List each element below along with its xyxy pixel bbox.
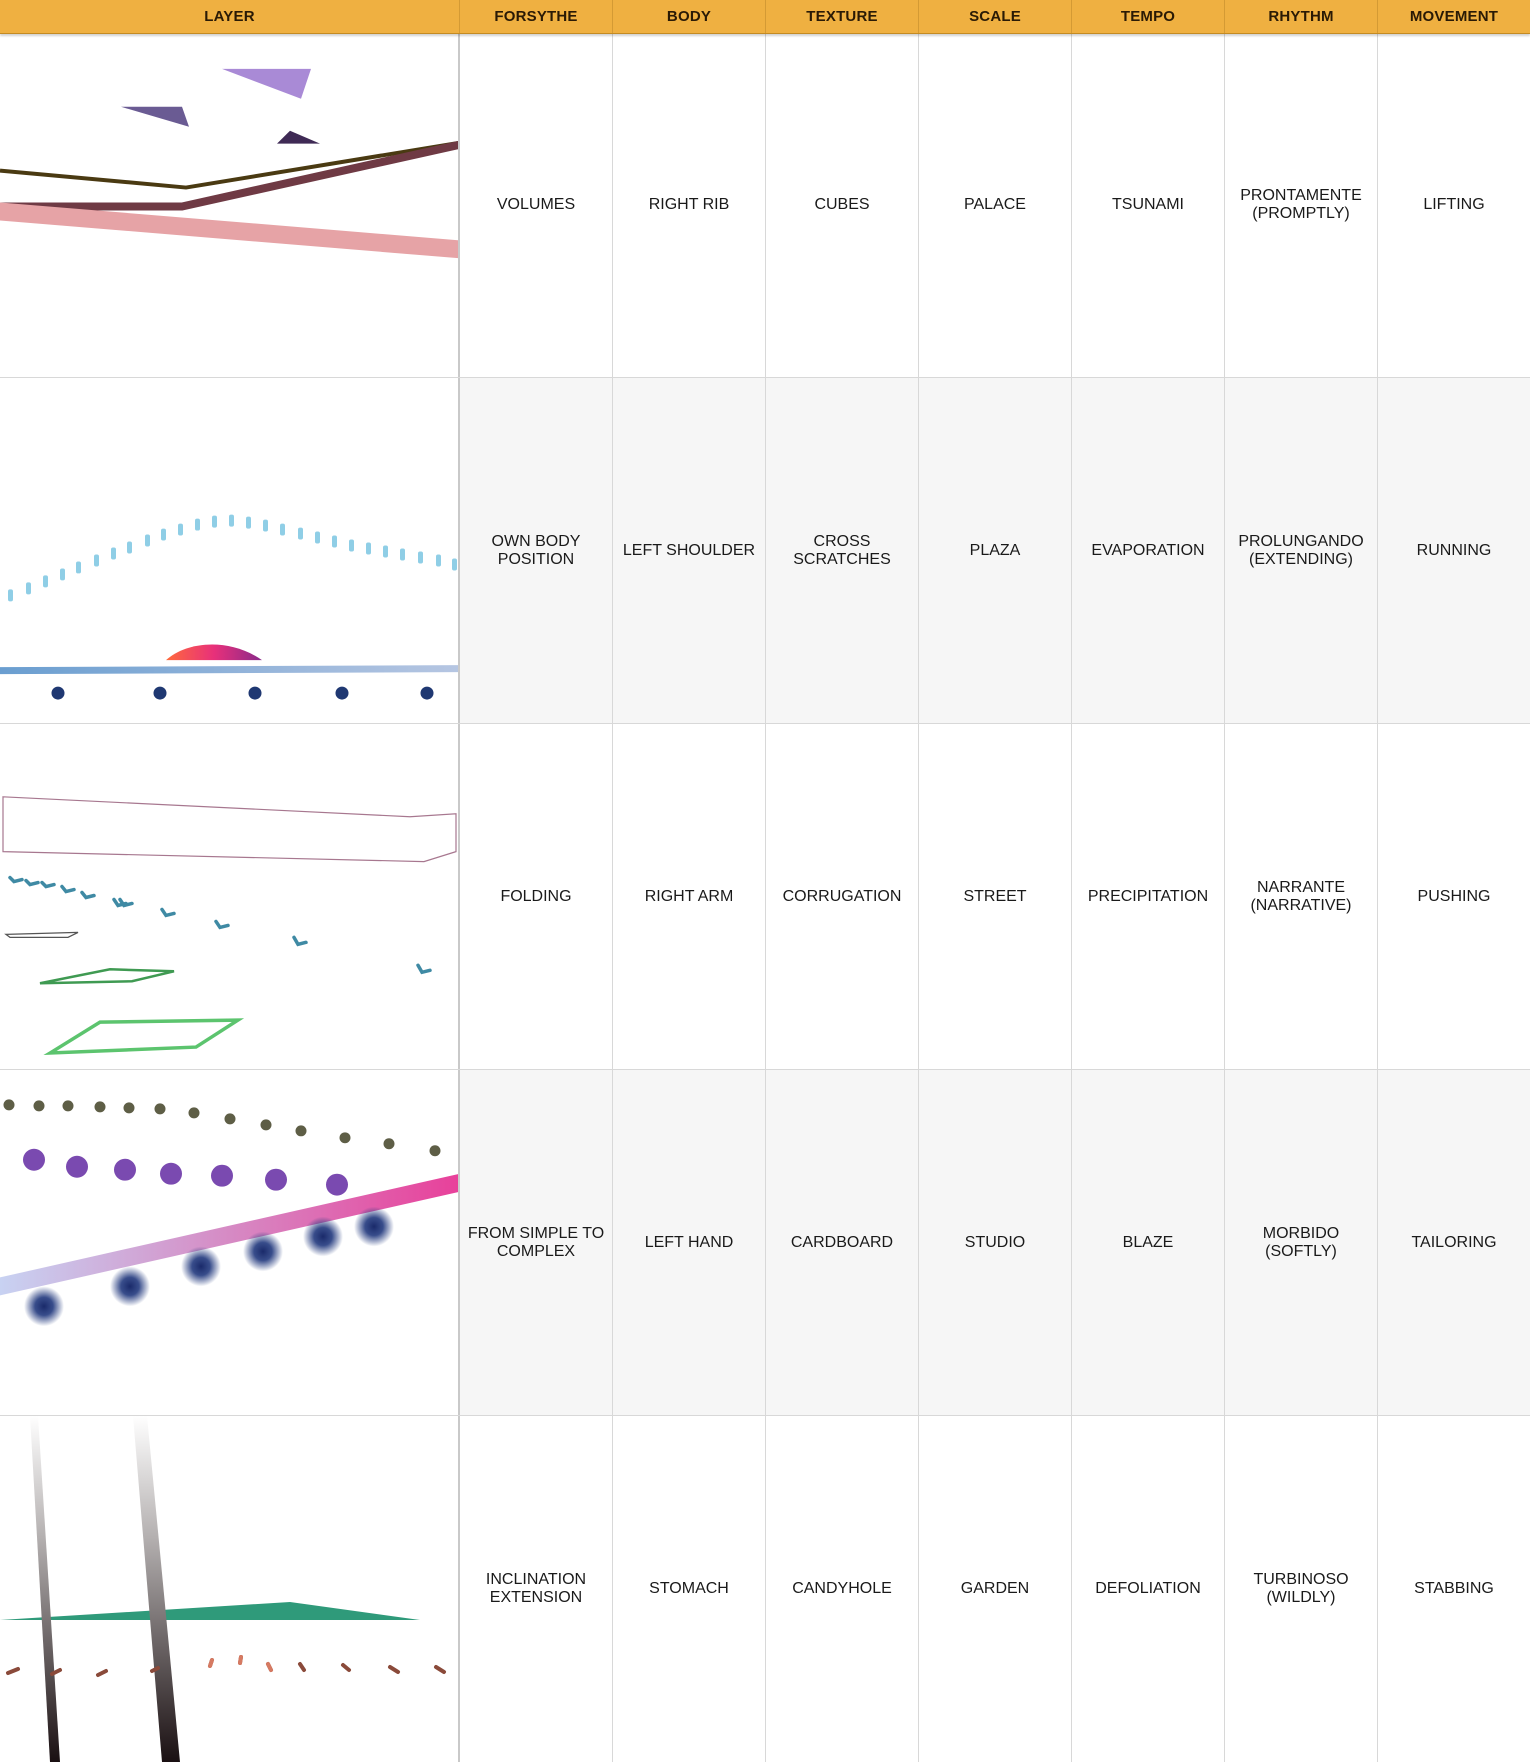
layer-4-artwork (0, 1099, 458, 1327)
cell-movement[interactable]: PUSHING (1378, 724, 1530, 1069)
cell-body[interactable]: LEFT HAND (613, 1070, 766, 1415)
cell-tempo[interactable]: TSUNAMI (1072, 33, 1225, 377)
header-body[interactable]: BODY (613, 0, 766, 33)
cell-body[interactable]: RIGHT RIB (613, 33, 766, 377)
cell-body[interactable]: LEFT SHOULDER (613, 378, 766, 723)
cell-texture[interactable]: CARDBOARD (766, 1070, 919, 1415)
layer-2-artwork (0, 514, 458, 700)
cell-tempo[interactable]: EVAPORATION (1072, 378, 1225, 723)
layer-graphic-from-simple-to-complex (0, 1070, 460, 1415)
header-scale[interactable]: SCALE (919, 0, 1072, 33)
cell-texture[interactable]: CORRUGATION (766, 724, 919, 1069)
header-layer[interactable]: LAYER (0, 0, 460, 33)
layer-graphic-folding (0, 724, 460, 1069)
table-row: INCLINATION EXTENSION STOMACH CANDYHOLE … (0, 1416, 1530, 1762)
cell-tempo[interactable]: PRECIPITATION (1072, 724, 1225, 1069)
cell-movement[interactable]: TAILORING (1378, 1070, 1530, 1415)
table-header: LAYER FORSYTHE BODY TEXTURE SCALE TEMPO … (0, 0, 1530, 34)
cell-rhythm[interactable]: PRONTAMENTE (PROMPTLY) (1225, 33, 1378, 377)
cell-scale[interactable]: STREET (919, 724, 1072, 1069)
table-row: OWN BODY POSITION LEFT SHOULDER CROSS SC… (0, 378, 1530, 724)
cell-body[interactable]: STOMACH (613, 1416, 766, 1762)
cell-movement[interactable]: LIFTING (1378, 33, 1530, 377)
layer-3-artwork (2, 796, 457, 1056)
header-forsythe[interactable]: FORSYTHE (460, 0, 613, 33)
cell-forsythe[interactable]: VOLUMES (460, 33, 613, 377)
cell-rhythm[interactable]: MORBIDO (SOFTLY) (1225, 1070, 1378, 1415)
cell-tempo[interactable]: BLAZE (1072, 1070, 1225, 1415)
layer-graphic-inclination-extension (0, 1416, 460, 1762)
header-rhythm[interactable]: RHYTHM (1225, 0, 1378, 33)
cell-scale[interactable]: PLAZA (919, 378, 1072, 723)
header-tempo[interactable]: TEMPO (1072, 0, 1225, 33)
table-row: FOLDING RIGHT ARM CORRUGATION STREET PRE… (0, 724, 1530, 1070)
cell-texture[interactable]: CUBES (766, 33, 919, 377)
cell-tempo[interactable]: DEFOLIATION (1072, 1416, 1225, 1762)
cell-rhythm[interactable]: PROLUNGANDO (EXTENDING) (1225, 378, 1378, 723)
cell-body[interactable]: RIGHT ARM (613, 724, 766, 1069)
layer-1-artwork (0, 68, 458, 259)
cell-forsythe[interactable]: OWN BODY POSITION (460, 378, 613, 723)
cell-forsythe[interactable]: FOLDING (460, 724, 613, 1069)
table-row: FROM SIMPLE TO COMPLEX LEFT HAND CARDBOA… (0, 1070, 1530, 1416)
cell-scale[interactable]: STUDIO (919, 1070, 1072, 1415)
cell-scale[interactable]: PALACE (919, 33, 1072, 377)
cell-movement[interactable]: STABBING (1378, 1416, 1530, 1762)
table-row: VOLUMES RIGHT RIB CUBES PALACE TSUNAMI P… (0, 33, 1530, 378)
header-texture[interactable]: TEXTURE (766, 0, 919, 33)
layer-graphic-own-body-position (0, 378, 460, 723)
layer-graphic-volumes (0, 33, 460, 377)
header-movement[interactable]: MOVEMENT (1409, 8, 1499, 25)
cell-texture[interactable]: CROSS SCRATCHES (766, 378, 919, 723)
cell-texture[interactable]: CANDYHOLE (766, 1416, 919, 1762)
cell-scale[interactable]: GARDEN (919, 1416, 1072, 1762)
cell-movement[interactable]: RUNNING (1378, 378, 1530, 723)
cell-forsythe[interactable]: FROM SIMPLE TO COMPLEX (460, 1070, 613, 1415)
cell-rhythm[interactable]: TURBINOSO (WILDLY) (1225, 1416, 1378, 1762)
layer-4b-artwork (0, 1416, 446, 1762)
cell-forsythe[interactable]: INCLINATION EXTENSION (460, 1416, 613, 1762)
cell-rhythm[interactable]: NARRANTE (NARRATIVE) (1225, 724, 1378, 1069)
